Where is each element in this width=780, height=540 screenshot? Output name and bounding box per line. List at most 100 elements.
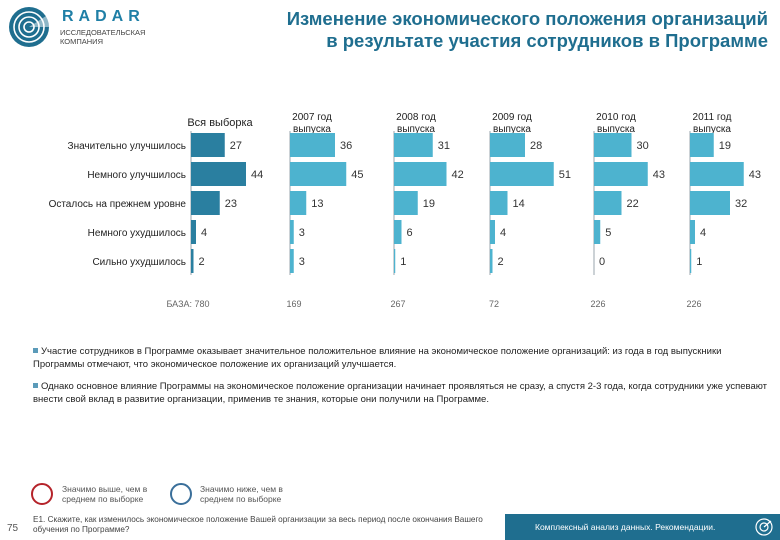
data-label: 2 — [199, 256, 205, 268]
bar-chart: Значительно улучшилось Немного улучшилось… — [49, 112, 761, 309]
data-label: 3 — [299, 227, 305, 239]
series-header: выпуска — [693, 124, 731, 135]
bar — [690, 249, 692, 273]
data-label: 45 — [351, 169, 363, 181]
bar — [191, 220, 196, 244]
data-label: 1 — [400, 256, 406, 268]
bar — [490, 220, 495, 244]
bar — [191, 133, 225, 157]
title-line-2: в результате участия сотрудников в Прогр… — [326, 30, 768, 51]
bar — [394, 249, 396, 273]
series-header: 2010 год — [596, 112, 636, 123]
bar — [191, 162, 246, 186]
legend-above-circle-icon — [31, 483, 53, 505]
bullet-marker-icon — [33, 383, 38, 388]
series-header: 2008 год — [396, 112, 436, 123]
bullet-marker-icon — [33, 348, 38, 353]
bullet-text: Участие сотрудников в Программе оказывае… — [33, 346, 722, 370]
question-footnote: Е1. Скажите, как изменилось экономическо… — [33, 515, 483, 534]
data-label: 27 — [230, 140, 242, 152]
bar — [290, 220, 294, 244]
data-label: 4 — [500, 227, 506, 239]
data-label: 1 — [696, 256, 702, 268]
bar — [594, 162, 648, 186]
series-header: 2011 год — [693, 112, 732, 123]
bar — [490, 162, 554, 186]
category-label: Немного улучшилось — [87, 170, 186, 181]
series-header: Вся выборка — [187, 117, 253, 129]
legend-below-circle-icon — [170, 483, 192, 505]
bar — [490, 191, 508, 215]
series-header: 2009 год — [492, 112, 532, 123]
data-label: 36 — [340, 140, 352, 152]
category-label: Сильно ухудшилось — [92, 257, 186, 268]
data-label: 4 — [700, 227, 706, 239]
data-label: 13 — [311, 198, 323, 210]
bar — [690, 162, 744, 186]
page-title: Изменение экономического положения орган… — [168, 8, 768, 52]
base-label: 226 — [590, 299, 605, 309]
data-label: 43 — [653, 169, 665, 181]
data-label: 30 — [637, 140, 649, 152]
category-label: Немного ухудшилось — [88, 228, 186, 239]
title-line-1: Изменение экономического положения орган… — [286, 8, 768, 29]
bullet-1: Участие сотрудников в Программе оказывае… — [33, 346, 768, 371]
bar — [690, 191, 730, 215]
bar — [394, 191, 418, 215]
footer-bar: Комплексный анализ данных. Рекомендации. — [505, 514, 780, 540]
series-header: 2007 год — [292, 112, 332, 123]
data-label: 0 — [599, 256, 605, 268]
data-label: 31 — [438, 140, 450, 152]
page-number: 75 — [7, 523, 19, 534]
bar — [394, 220, 402, 244]
data-label: 2 — [498, 256, 504, 268]
data-label: 22 — [627, 198, 639, 210]
series-header: выпуска — [493, 124, 531, 135]
bullet-text: Однако основное влияние Программы на эко… — [33, 381, 768, 405]
conclusions: Участие сотрудников в Программе оказывае… — [33, 346, 768, 416]
base-label: 72 — [489, 299, 499, 309]
category-label: Осталось на прежнем уровне — [49, 199, 187, 210]
legend-below-label: Значимо ниже, чем в среднем по выборке — [200, 484, 283, 504]
bar — [394, 162, 447, 186]
legend-above-label: Значимо выше, чем в среднем по выборке — [62, 484, 148, 504]
data-label: 42 — [452, 169, 464, 181]
bar — [690, 220, 695, 244]
bar — [290, 191, 307, 215]
data-label: 19 — [423, 198, 435, 210]
bar — [594, 133, 632, 157]
data-label: 5 — [605, 227, 611, 239]
data-label: 23 — [225, 198, 237, 210]
base-label: 169 — [286, 299, 301, 309]
data-label: 32 — [735, 198, 747, 210]
bar — [290, 249, 294, 273]
bar — [191, 191, 220, 215]
bar — [690, 133, 714, 157]
data-label: 28 — [530, 140, 542, 152]
bar — [394, 133, 433, 157]
bullet-2: Однако основное влияние Программы на эко… — [33, 381, 768, 406]
radar-small-icon — [755, 518, 773, 536]
series-header: выпуска — [597, 124, 635, 135]
data-label: 51 — [559, 169, 571, 181]
series-header: выпуска — [293, 124, 331, 135]
series-header: выпуска — [397, 124, 435, 135]
bar — [290, 133, 335, 157]
base-label: 226 — [686, 299, 701, 309]
data-label: 44 — [251, 169, 263, 181]
data-label: 14 — [513, 198, 525, 210]
bar — [191, 249, 194, 273]
base-label: БАЗА: 780 — [166, 299, 209, 309]
bar — [594, 191, 622, 215]
bar — [290, 162, 347, 186]
bar — [490, 249, 493, 273]
brand-subtitle: ИССЛЕДОВАТЕЛЬСКАЯ КОМПАНИЯ — [60, 28, 146, 46]
category-label: Значительно улучшилось — [68, 141, 186, 152]
data-label: 19 — [719, 140, 731, 152]
data-label: 4 — [201, 227, 207, 239]
data-label: 3 — [299, 256, 305, 268]
radar-logo-icon — [9, 7, 50, 47]
bar — [594, 220, 601, 244]
footer-caption: Комплексный анализ данных. Рекомендации. — [535, 522, 716, 532]
data-label: 6 — [407, 227, 413, 239]
